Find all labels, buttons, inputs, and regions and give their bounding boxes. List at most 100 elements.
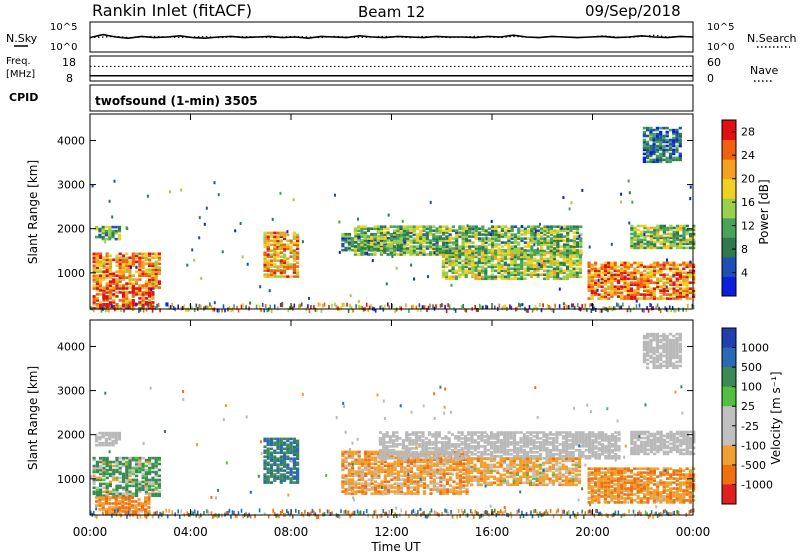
data-cell (286, 437, 290, 441)
data-cell (98, 233, 102, 237)
data-cell (607, 287, 611, 290)
data-cell (455, 233, 459, 236)
data-cell (626, 261, 630, 265)
data-cell (500, 277, 504, 281)
y-tick-label: 1000 (57, 267, 85, 280)
data-cell (461, 235, 465, 238)
data-cell (672, 281, 676, 284)
data-cell (682, 240, 686, 244)
data-cell (464, 261, 468, 265)
data-cell (425, 245, 429, 248)
data-cell (679, 238, 683, 242)
data-cell (148, 258, 152, 262)
data-cell (400, 466, 404, 470)
data-cell (360, 243, 364, 246)
data-cell (331, 303, 333, 308)
data-cell (526, 257, 530, 261)
data-cell (276, 251, 280, 254)
data-cell (620, 192, 623, 196)
data-cell (416, 460, 420, 464)
data-cell (556, 247, 560, 250)
data-cell (144, 282, 148, 285)
data-cell (649, 289, 653, 292)
data-cell (500, 245, 504, 248)
data-cell (575, 271, 579, 275)
data-cell (692, 289, 696, 292)
data-cell (200, 277, 203, 280)
data-cell (399, 237, 403, 240)
data-cell (565, 265, 570, 269)
data-cell (95, 289, 99, 292)
data-cell (114, 502, 118, 505)
data-cell (636, 265, 640, 269)
data-cell (403, 482, 407, 485)
data-cell (652, 293, 656, 296)
data-cell (292, 251, 296, 254)
data-cell (383, 468, 387, 472)
data-cell (659, 234, 663, 238)
data-cell (525, 308, 528, 313)
data-cell (649, 279, 653, 282)
data-cell (144, 262, 148, 266)
data-cell (500, 257, 504, 261)
data-cell (693, 305, 695, 309)
data-cell (442, 247, 446, 250)
data-cell (151, 464, 155, 468)
data-cell (296, 467, 300, 470)
data-cell (461, 263, 465, 267)
data-cell (470, 431, 474, 434)
data-cell (483, 445, 487, 448)
data-cell (102, 260, 106, 264)
data-cell (575, 249, 579, 253)
data-cell (435, 249, 439, 252)
data-cell (675, 156, 679, 160)
data-cell (649, 303, 652, 307)
data-cell (539, 267, 543, 271)
data-cell (600, 285, 604, 288)
data-cell (490, 249, 494, 253)
data-cell (599, 308, 602, 313)
data-cell (260, 307, 262, 312)
data-cell (463, 435, 468, 438)
data-cell (536, 243, 540, 246)
data-cell (283, 453, 287, 457)
data-cell (138, 268, 142, 271)
data-cell (464, 229, 469, 232)
data-cell (418, 435, 422, 438)
data-cell (669, 236, 673, 240)
data-cell (458, 231, 462, 234)
data-cell (649, 246, 653, 250)
data-cell (682, 283, 686, 286)
data-cell (451, 263, 455, 267)
data-cell (616, 291, 621, 294)
data-cell (399, 227, 403, 230)
data-cell (234, 229, 237, 233)
data-cell (435, 229, 439, 232)
data-cell (587, 271, 591, 275)
data-cell (396, 456, 400, 460)
data-cell (396, 484, 400, 487)
data-cell (121, 278, 126, 281)
data-cell (108, 282, 112, 285)
data-cell (144, 486, 148, 490)
data-cell (351, 482, 355, 485)
data-cell (620, 285, 624, 288)
data-cell (102, 287, 106, 290)
data-cell (458, 490, 462, 493)
data-cell (620, 269, 624, 273)
data-cell (542, 303, 544, 308)
data-cell (296, 247, 300, 251)
data-cell (99, 274, 103, 277)
data-cell (292, 461, 296, 464)
data-cell (562, 271, 566, 275)
data-cell (552, 267, 556, 271)
data-cell (411, 433, 415, 436)
data-cell (402, 231, 406, 234)
data-cell (500, 241, 504, 244)
data-cell (630, 232, 634, 236)
data-cell (437, 451, 441, 454)
data-cell (494, 231, 498, 234)
data-cell (431, 435, 435, 438)
data-cell (449, 484, 453, 487)
data-cell (118, 466, 122, 470)
